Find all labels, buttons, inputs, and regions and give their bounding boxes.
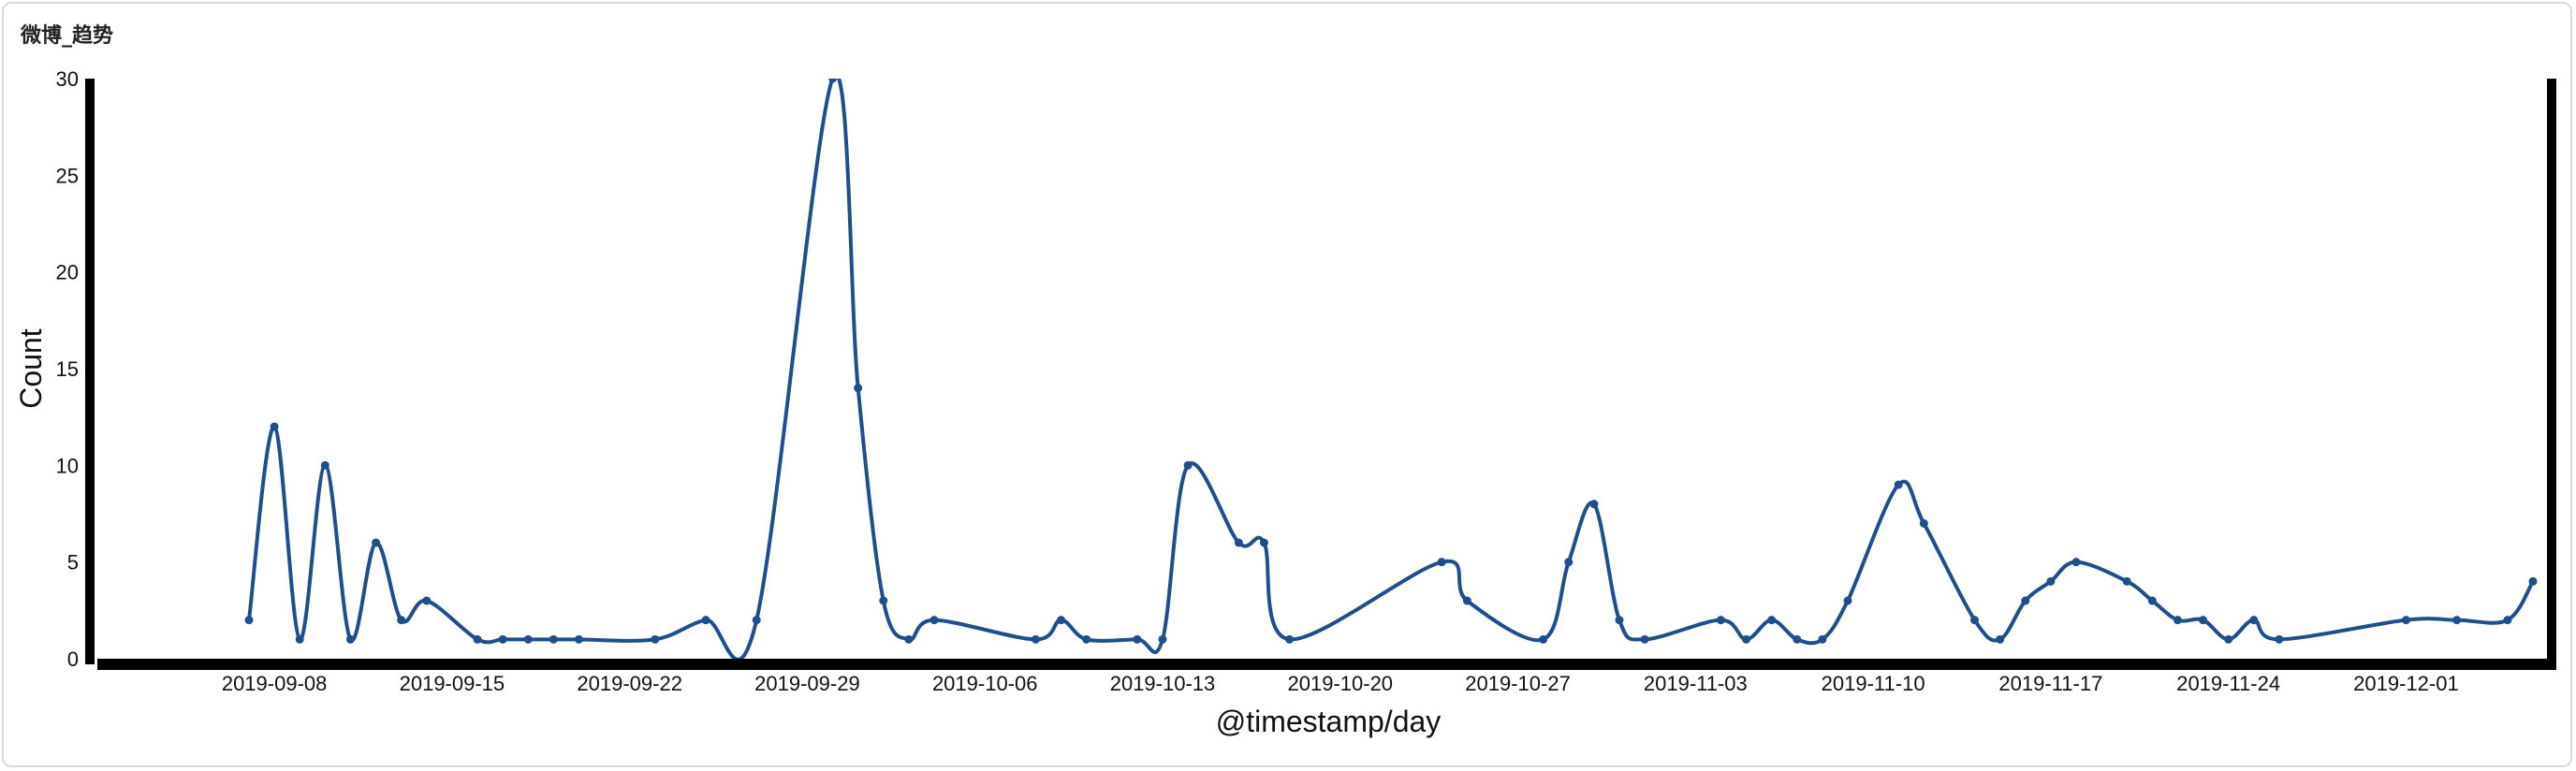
data-point[interactable] xyxy=(1742,634,1751,644)
data-point[interactable] xyxy=(1437,558,1446,567)
data-point[interactable] xyxy=(2249,616,2259,625)
data-point[interactable] xyxy=(345,634,355,644)
data-point[interactable] xyxy=(1716,616,1725,625)
x-axis-title: @timestamp/day xyxy=(1216,705,1442,738)
data-point[interactable] xyxy=(1057,616,1066,625)
data-point[interactable] xyxy=(1564,558,1573,567)
x-tick-label: 2019-11-03 xyxy=(1644,672,1748,695)
data-point[interactable] xyxy=(2021,596,2030,605)
data-point[interactable] xyxy=(244,616,254,625)
data-point[interactable] xyxy=(651,634,660,644)
points-layer xyxy=(244,75,2538,644)
data-point[interactable] xyxy=(1640,634,1649,644)
data-point[interactable] xyxy=(549,634,558,644)
data-point[interactable] xyxy=(701,616,710,625)
data-point[interactable] xyxy=(752,616,761,625)
data-point[interactable] xyxy=(574,634,583,644)
y-tick-label: 25 xyxy=(56,164,79,187)
data-point[interactable] xyxy=(372,538,381,547)
data-point[interactable] xyxy=(1615,616,1624,625)
data-point[interactable] xyxy=(2147,596,2157,605)
data-point[interactable] xyxy=(2224,634,2233,644)
data-point[interactable] xyxy=(2122,576,2131,586)
data-point[interactable] xyxy=(2199,616,2208,625)
data-point[interactable] xyxy=(929,616,939,625)
data-point[interactable] xyxy=(498,634,507,644)
data-point[interactable] xyxy=(523,634,533,644)
data-point[interactable] xyxy=(2528,576,2538,586)
data-point[interactable] xyxy=(1259,538,1268,547)
data-point[interactable] xyxy=(1970,616,1980,625)
y-tick-label: 30 xyxy=(56,67,79,91)
x-tick-label: 2019-11-24 xyxy=(2176,672,2280,695)
data-point[interactable] xyxy=(1183,460,1193,470)
data-point[interactable] xyxy=(295,634,304,644)
x-tick-label: 2019-09-22 xyxy=(577,672,682,695)
data-point[interactable] xyxy=(473,634,482,644)
data-point[interactable] xyxy=(2173,616,2182,625)
x-tick-label: 2019-09-08 xyxy=(222,672,328,695)
data-point[interactable] xyxy=(1158,634,1167,644)
data-point[interactable] xyxy=(1082,634,1091,644)
data-point[interactable] xyxy=(1133,634,1142,644)
data-point[interactable] xyxy=(1589,500,1599,509)
y-tick-label: 0 xyxy=(67,647,79,671)
data-point[interactable] xyxy=(2071,558,2081,567)
panel-title: 微博_趋势 xyxy=(21,24,114,48)
data-point[interactable] xyxy=(2452,616,2462,625)
data-point[interactable] xyxy=(1539,634,1548,644)
data-point[interactable] xyxy=(1919,518,1928,528)
data-point[interactable] xyxy=(828,75,838,83)
data-point[interactable] xyxy=(904,634,914,644)
data-point[interactable] xyxy=(1234,538,1243,547)
data-point[interactable] xyxy=(1462,596,1471,605)
data-point[interactable] xyxy=(1894,480,1903,489)
y-axis-title: Count xyxy=(14,328,48,409)
x-tick-label: 2019-10-13 xyxy=(1110,672,1216,695)
x-tick-label: 2019-10-20 xyxy=(1288,672,1394,695)
data-point[interactable] xyxy=(422,596,432,605)
data-point[interactable] xyxy=(1793,634,1802,644)
x-tick-label: 2019-12-01 xyxy=(2353,672,2459,695)
series-layer xyxy=(247,79,2535,659)
data-point[interactable] xyxy=(270,422,279,431)
data-point[interactable] xyxy=(2275,634,2284,644)
y-tick-label: 15 xyxy=(56,357,79,381)
data-point[interactable] xyxy=(1285,634,1295,644)
data-point[interactable] xyxy=(2503,616,2512,625)
labels-layer: 0 5 10 15 20 25 30 2019-09-08 2019-09-15 2019-09-… xyxy=(14,67,2459,738)
y-tick-label: 5 xyxy=(67,551,79,575)
data-point[interactable] xyxy=(397,616,406,625)
y-tick-label: 20 xyxy=(56,261,79,284)
data-point[interactable] xyxy=(1818,634,1827,644)
data-point[interactable] xyxy=(2046,576,2056,586)
y-tick-label: 10 xyxy=(56,454,79,477)
data-point[interactable] xyxy=(1767,616,1777,625)
x-tick-label: 2019-10-06 xyxy=(932,672,1038,695)
series-line xyxy=(247,79,2535,659)
x-tick-label: 2019-11-10 xyxy=(1822,672,1925,695)
data-point[interactable] xyxy=(1996,634,2005,644)
data-point[interactable] xyxy=(1843,596,1852,605)
x-tick-label: 2019-09-29 xyxy=(754,672,860,695)
axes xyxy=(85,79,2556,670)
data-point[interactable] xyxy=(1031,634,1040,644)
x-tick-label: 2019-10-27 xyxy=(1465,672,1571,695)
x-tick-label: 2019-09-15 xyxy=(400,672,505,695)
data-point[interactable] xyxy=(854,384,863,393)
data-point[interactable] xyxy=(879,596,888,605)
x-tick-label: 2019-11-17 xyxy=(1998,672,2102,695)
data-point[interactable] xyxy=(320,460,329,470)
data-point[interactable] xyxy=(2401,616,2410,625)
